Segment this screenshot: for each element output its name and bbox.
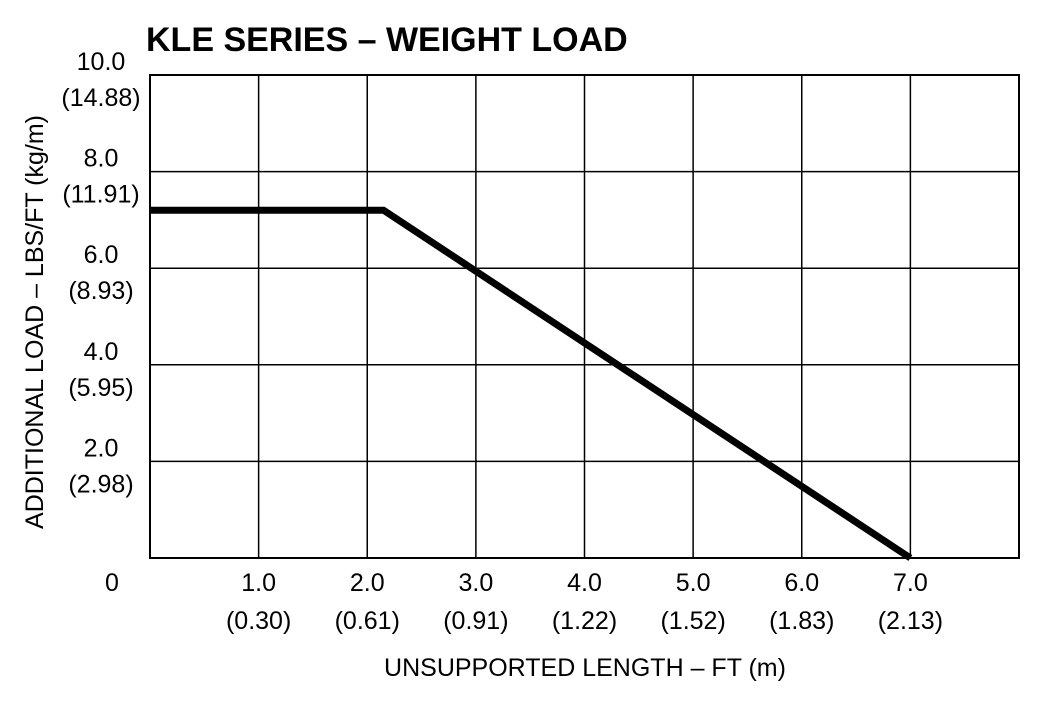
y-tick-sublabel: (2.98) [68,470,133,498]
x-tick-sublabel: (0.91) [443,607,508,635]
x-tick-label: 1.0 [241,569,276,597]
x-tick-label: 4.0 [567,569,602,597]
y-tick-sublabel: (8.93) [68,277,133,305]
x-tick-label: 6.0 [784,569,819,597]
y-tick-label: 2.0 [84,434,119,462]
origin-label: 0 [105,569,119,597]
x-tick-sublabel: (0.30) [226,607,291,635]
x-tick-label: 5.0 [676,569,711,597]
x-tick-sublabel: (1.83) [769,607,834,635]
x-tick-sublabel: (1.52) [660,607,725,635]
chart-title: KLE SERIES – WEIGHT LOAD [146,21,628,59]
y-tick-label: 10.0 [77,48,126,76]
x-tick-sublabel: (0.61) [335,607,400,635]
x-tick-label: 7.0 [893,569,928,597]
series-line [150,206,913,561]
x-axis-ticks: 1.0 (0.30) 2.0 (0.61) 3.0 (0.91) 4.0 (1.22) 5.0 (… [226,569,943,635]
x-axis-label: UNSUPPORTED LENGTH – FT (m) [384,654,786,682]
y-tick-sublabel: (14.88) [61,84,140,112]
series-layer [150,206,913,561]
x-tick-sublabel: (2.13) [878,607,943,635]
y-axis-label: ADDITIONAL LOAD – LBS/FT (kg/m) [21,115,49,529]
y-tick-label: 6.0 [84,241,119,269]
x-tick-sublabel: (1.22) [552,607,617,635]
grid [149,74,1020,559]
y-tick-label: 4.0 [84,338,119,366]
y-tick-sublabel: (5.95) [68,374,133,402]
y-axis-ticks: 2.0 (2.98) 4.0 (5.95) 6.0 (8.93) 8.0 (11.91) 10.… [61,48,140,498]
y-tick-label: 8.0 [84,145,119,173]
x-tick-label: 2.0 [350,569,385,597]
y-tick-sublabel: (11.91) [62,181,139,209]
x-tick-label: 3.0 [458,569,493,597]
